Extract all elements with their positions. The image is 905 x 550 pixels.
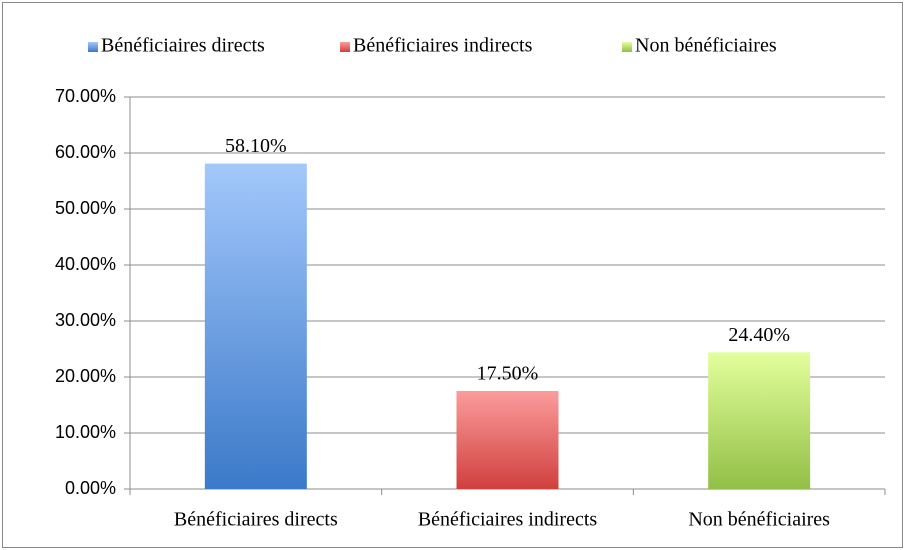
- y-tick-label: 30.00%: [55, 310, 116, 330]
- legend-swatch: [88, 42, 98, 52]
- x-tick-label: Non bénéficiaires: [688, 509, 830, 531]
- legend-label: Non bénéficiaires: [635, 35, 777, 57]
- bar: [456, 391, 559, 489]
- y-tick-label: 20.00%: [55, 366, 116, 386]
- legend-swatch: [622, 42, 632, 52]
- legend-label: Bénéficiaires directs: [101, 35, 265, 57]
- value-label: 58.10%: [225, 135, 287, 157]
- bar: [204, 163, 307, 489]
- y-tick-label: 10.00%: [55, 422, 116, 442]
- y-tick-label: 60.00%: [55, 142, 116, 162]
- value-label: 24.40%: [728, 324, 790, 346]
- x-tick-label: Bénéficiaires indirects: [418, 509, 598, 531]
- legend-swatch: [340, 42, 350, 52]
- bar: [708, 352, 811, 489]
- y-tick-label: 40.00%: [55, 254, 116, 274]
- legend-label: Bénéficiaires indirects: [353, 35, 533, 57]
- y-tick-label: 50.00%: [55, 198, 116, 218]
- y-tick-label: 0.00%: [65, 478, 116, 498]
- x-tick-label: Bénéficiaires directs: [174, 509, 338, 531]
- y-tick-label: 70.00%: [55, 86, 116, 106]
- legend: Bénéficiaires directs Bénéficiaires indir…: [88, 35, 777, 57]
- value-label: 17.50%: [477, 363, 539, 385]
